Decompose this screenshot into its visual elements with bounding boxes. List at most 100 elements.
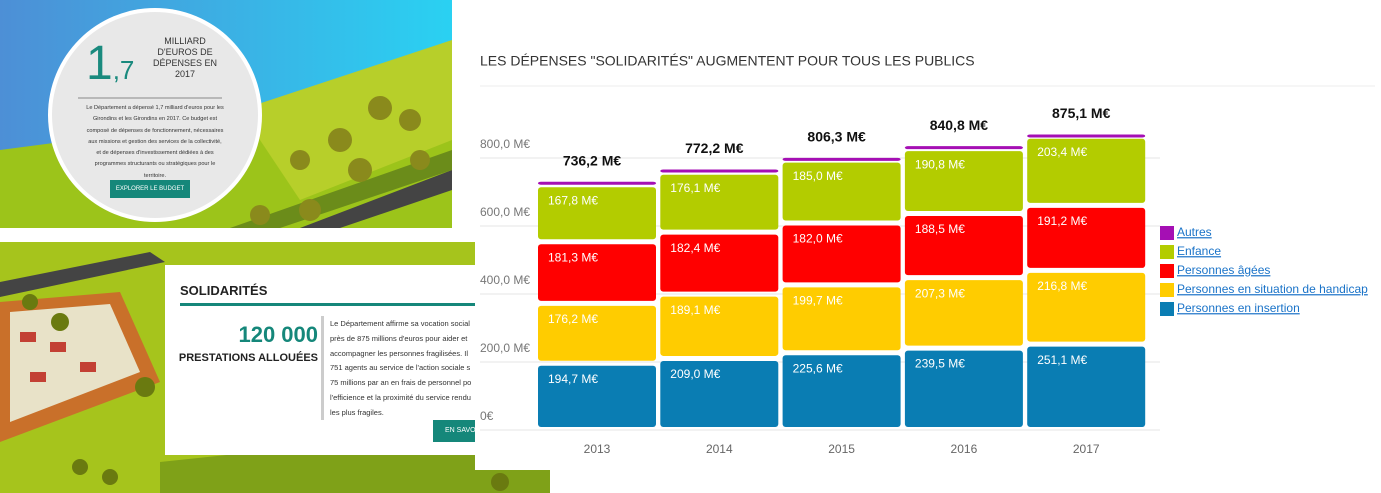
value-label: 182,0 M€	[793, 232, 843, 246]
total-label: 736,2 M€	[563, 152, 622, 168]
caption-line: 2017	[174, 69, 196, 79]
bar-segment	[782, 355, 901, 427]
text-line: accompagner les personnes fragilisées. I…	[330, 348, 468, 358]
budget-panel: 1,7 MILLIARD D'EUROS DE DÉPENSES EN 2017…	[0, 0, 452, 228]
value-label: 225,6 M€	[793, 361, 843, 375]
caption-line: MILLIARD	[164, 36, 206, 46]
text-line: composé de dépenses de fonctionnement, n…	[86, 127, 224, 134]
text-line: programmes structurants ou stratégiques …	[94, 161, 216, 168]
bar-segment	[1027, 272, 1146, 342]
solidarity-panel: SOLIDARITÉS 120 000 PRESTATIONS ALLOUÉES…	[0, 242, 550, 493]
bar-segment	[538, 187, 656, 240]
legend-entry[interactable]: Personnes en situation de handicap	[1177, 282, 1368, 296]
x-tick-label: 2016	[951, 442, 978, 456]
landscape	[0, 0, 452, 228]
bar-segment	[904, 146, 1023, 150]
bar-segment	[538, 365, 656, 427]
legend-swatch	[1160, 264, 1174, 278]
legend-entry[interactable]: Enfance	[1177, 244, 1221, 258]
value-label: 209,0 M€	[670, 367, 720, 381]
legend-swatch	[1160, 245, 1174, 259]
y-tick-label: 600,0 M€	[480, 205, 530, 219]
card-title: SOLIDARITÉS	[180, 283, 268, 298]
text-line: l'efficience et la proximité du service …	[330, 392, 471, 402]
value-label: 188,5 M€	[915, 222, 965, 236]
value-label: 199,7 M€	[793, 294, 843, 308]
value-label: 190,8 M€	[915, 157, 965, 171]
bar-segment	[538, 305, 656, 361]
text-line: territoire.	[143, 172, 167, 179]
text-line: Girondins et les Girondins en 2017. Ce b…	[92, 116, 218, 123]
figure-dec: ,7	[112, 55, 135, 85]
bar-segment	[1027, 346, 1146, 427]
bar-segment	[782, 157, 901, 161]
value-label: 194,7 M€	[548, 372, 598, 386]
text-line: aux missions et gestion des services de …	[88, 138, 222, 145]
y-tick-label: 400,0 M€	[480, 273, 530, 287]
y-tick-label: 200,0 M€	[480, 341, 530, 355]
card-figure: 120 000	[238, 322, 318, 347]
legend-swatch	[1160, 302, 1174, 316]
solidarity-card	[165, 265, 475, 455]
bar-segment	[782, 287, 901, 351]
bar-segment	[904, 280, 1023, 346]
x-tick-label: 2017	[1073, 442, 1100, 456]
text-line: et de dépenses d'investissement dédiées …	[96, 150, 214, 157]
y-tick-label: 0€	[480, 409, 494, 423]
chart: LES DÉPENSES "SOLIDARITÉS" AUGMENTENT PO…	[475, 0, 1381, 470]
bar-segment	[904, 350, 1023, 427]
text-line: Le Département affirme sa vocation socia…	[330, 319, 470, 328]
budget-text: Le Département a dépensé 1,7 milliard d'…	[70, 103, 240, 182]
x-tick-label: 2013	[584, 442, 611, 456]
value-label: 182,4 M€	[670, 241, 720, 255]
value-label: 251,1 M€	[1037, 353, 1087, 367]
bar-segment	[660, 234, 779, 292]
total-label: 840,8 M€	[930, 117, 989, 133]
caption-line: D'EUROS DE	[157, 47, 213, 57]
bar-segment	[782, 162, 901, 221]
card-text: Le Département affirme sa vocation socia…	[330, 317, 475, 421]
figure-caption: MILLIARD D'EUROS DE DÉPENSES EN 2017	[140, 36, 230, 80]
text-line: les plus fragiles.	[330, 407, 384, 417]
text-rule	[321, 316, 324, 420]
bar-segment	[660, 296, 779, 356]
y-tick-label: 800,0 M€	[480, 137, 530, 151]
x-tick-label: 2015	[828, 442, 855, 456]
figure-int: 1	[86, 37, 113, 90]
bar-segment	[904, 215, 1023, 276]
bar-segment	[660, 360, 779, 427]
card-figure-caption: PRESTATIONS ALLOUÉES	[178, 352, 318, 364]
value-label: 176,1 M€	[670, 181, 720, 195]
explore-button[interactable]: EXPLORER LE BUDGET	[110, 180, 190, 198]
bar-segment	[1027, 138, 1146, 203]
x-tick-label: 2014	[706, 442, 733, 456]
more-button[interactable]: EN SAVO	[433, 420, 475, 442]
value-label: 181,3 M€	[548, 250, 598, 264]
text-line: 751 agents au service de l'action social…	[330, 363, 471, 373]
value-label: 189,1 M€	[670, 303, 720, 317]
bar-segment	[1027, 134, 1146, 138]
value-label: 216,8 M€	[1037, 279, 1087, 293]
value-label: 176,2 M€	[548, 312, 598, 326]
text-line: près de 875 millions d'euros pour aider …	[330, 333, 468, 343]
text-line: 75 millions par an en frais de personnel…	[330, 378, 472, 388]
value-label: 191,2 M€	[1037, 214, 1087, 228]
total-label: 772,2 M€	[685, 140, 744, 156]
legend-entry[interactable]: Personnes âgées	[1177, 263, 1270, 277]
bar-segment	[782, 225, 901, 283]
title-rule	[180, 303, 475, 306]
value-label: 167,8 M€	[548, 193, 598, 207]
chart-title: LES DÉPENSES "SOLIDARITÉS" AUGMENTENT PO…	[480, 53, 975, 69]
legend-entry[interactable]: Autres	[1177, 225, 1212, 239]
caption-line: DÉPENSES EN	[152, 58, 218, 68]
value-label: 185,0 M€	[793, 169, 843, 183]
total-label: 875,1 M€	[1052, 105, 1111, 121]
bar-segment	[538, 181, 656, 185]
budget-figure: 1,7	[86, 36, 134, 91]
legend-swatch	[1160, 283, 1174, 297]
bar-segment	[904, 151, 1023, 211]
bar-segment	[660, 174, 779, 230]
legend-entry[interactable]: Personnes en insertion	[1177, 301, 1300, 315]
text-line: Le Département a dépensé 1,7 milliard d'…	[86, 105, 224, 111]
